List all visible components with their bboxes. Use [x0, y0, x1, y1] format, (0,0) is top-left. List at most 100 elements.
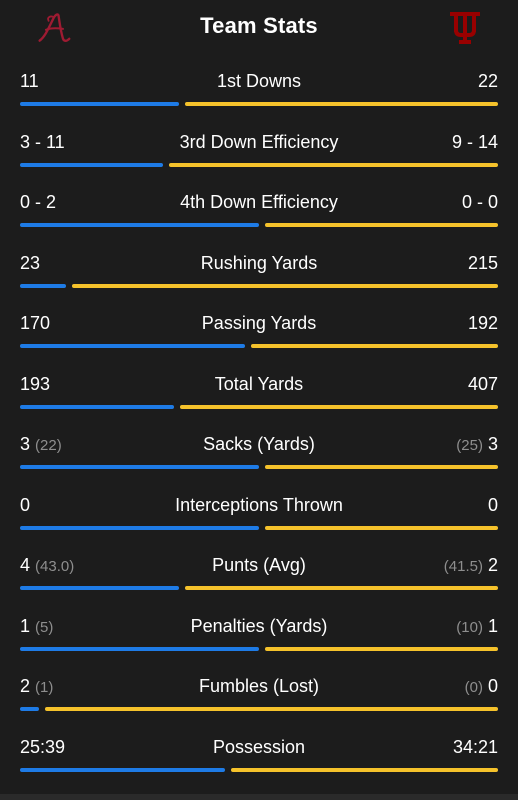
stat-row: 3 (22) Sacks (Yards) (25) 3 — [0, 425, 518, 486]
stat-row: 11 1st Downs 22 — [0, 62, 518, 123]
away-main-value: 11 — [20, 71, 39, 91]
away-main-value: 0 — [20, 494, 31, 515]
stat-label: Penalties (Yards) — [190, 615, 328, 636]
away-value: 0 - 2 — [20, 191, 56, 213]
away-share-bar — [20, 102, 179, 106]
home-value: (10) 1 — [456, 615, 498, 639]
home-share-bar — [72, 283, 498, 288]
away-value: 3 - 11 — [20, 131, 65, 153]
away-share-bar — [20, 404, 174, 409]
away-value: 193 — [20, 373, 50, 395]
away-share-bar — [20, 646, 259, 651]
stat-row: 0 Interceptions Thrown 0 — [0, 486, 518, 547]
away-share-bar — [20, 525, 259, 530]
stat-label: Sacks (Yards) — [203, 434, 315, 454]
home-value: 9 - 14 — [452, 131, 498, 153]
stat-row: 4 (43.0) Punts (Avg) (41.5) 2 — [0, 546, 518, 607]
away-main-value: 4 — [20, 555, 31, 575]
away-value: 3 (22) — [20, 433, 62, 457]
home-share-bar — [169, 162, 498, 167]
home-value: 22 — [478, 70, 498, 92]
away-main-value: 0 - 2 — [20, 192, 57, 212]
home-sub-value: (0) — [464, 679, 483, 696]
stat-label: Total Yards — [214, 373, 304, 394]
away-main-value: 23 — [20, 252, 41, 273]
home-share-bar — [185, 102, 498, 106]
away-main-value: 3 - 11 — [20, 131, 65, 152]
home-value: (25) 3 — [456, 433, 498, 457]
stat-label: 3rd Down Efficiency — [179, 131, 339, 152]
home-main-value: 192 — [467, 313, 498, 333]
away-main-value: 3 — [20, 434, 31, 454]
home-value: (41.5) 2 — [444, 554, 498, 578]
home-share-bar — [251, 344, 498, 348]
home-value: (0) 0 — [465, 675, 498, 699]
away-sub-value: (22) — [35, 437, 62, 454]
stat-label: Punts (Avg) — [212, 555, 306, 575]
away-value: 170 — [20, 312, 50, 334]
home-main-value: 0 — [487, 676, 498, 696]
stat-row: 170 Passing Yards 192 — [0, 304, 518, 365]
away-main-value: 193 — [20, 373, 51, 394]
home-main-value: 407 — [467, 373, 498, 394]
home-main-value: 22 — [477, 71, 498, 91]
home-sub-value: (10) — [456, 618, 483, 636]
away-share-bar — [20, 283, 66, 288]
home-share-bar — [45, 707, 498, 711]
away-main-value: 2 — [20, 676, 31, 696]
home-main-value: 215 — [467, 252, 498, 273]
stat-row: 25:39 Possession 34:21 — [0, 728, 518, 789]
home-value: 192 — [468, 312, 498, 334]
home-share-bar — [265, 525, 498, 530]
home-share-bar — [231, 767, 498, 772]
home-sub-value: (25) — [456, 437, 483, 454]
away-value: 0 — [20, 494, 30, 516]
home-value: 407 — [468, 373, 498, 395]
away-sub-value: (5) — [35, 618, 54, 636]
away-value: 11 — [20, 70, 39, 92]
away-share-bar — [20, 162, 163, 167]
away-sub-value: (1) — [35, 679, 54, 696]
home-main-value: 3 — [487, 434, 498, 454]
stat-row: 1 (5) Penalties (Yards) (10) 1 — [0, 607, 518, 668]
home-value: 0 - 0 — [462, 191, 498, 213]
away-share-bar — [20, 707, 39, 711]
home-main-value: 0 — [487, 494, 498, 515]
home-share-bar — [180, 404, 498, 409]
away-value: 1 (5) — [20, 615, 53, 639]
home-main-value: 2 — [487, 555, 498, 575]
away-share-bar — [20, 586, 179, 590]
away-value: 4 (43.0) — [20, 554, 74, 578]
home-main-value: 9 - 14 — [451, 131, 498, 152]
away-main-value: 170 — [20, 313, 51, 333]
stat-row: 0 - 2 4th Down Efficiency 0 - 0 — [0, 183, 518, 244]
away-value: 25:39 — [20, 736, 65, 758]
home-main-value: 34:21 — [452, 736, 498, 757]
stat-row: 23 Rushing Yards 215 — [0, 244, 518, 305]
stat-label: Possession — [212, 736, 306, 757]
away-main-value: 25:39 — [20, 736, 66, 757]
alabama-logo-icon — [38, 13, 71, 42]
away-value: 2 (1) — [20, 675, 53, 699]
bottom-divider — [0, 794, 518, 800]
stat-row: 2 (1) Fumbles (Lost) (0) 0 — [0, 667, 518, 728]
away-share-bar — [20, 223, 259, 227]
home-main-value: 1 — [487, 615, 498, 636]
home-share-bar — [265, 646, 498, 651]
away-value: 23 — [20, 252, 40, 274]
stat-label: Rushing Yards — [200, 252, 318, 273]
away-main-value: 1 — [20, 615, 31, 636]
home-share-bar — [265, 223, 498, 227]
stats-header: Team Stats — [0, 0, 518, 58]
home-main-value: 0 - 0 — [461, 192, 498, 212]
stat-label: Fumbles (Lost) — [198, 676, 320, 696]
page-title: Team Stats — [200, 13, 318, 38]
home-share-bar — [185, 586, 498, 590]
away-share-bar — [20, 767, 225, 772]
stat-label: 4th Down Efficiency — [180, 192, 338, 212]
home-sub-value: (41.5) — [443, 558, 483, 575]
away-sub-value: (43.0) — [35, 558, 75, 575]
away-share-bar — [20, 344, 245, 348]
stat-row: 193 Total Yards 407 — [0, 365, 518, 426]
home-value: 215 — [468, 252, 498, 274]
